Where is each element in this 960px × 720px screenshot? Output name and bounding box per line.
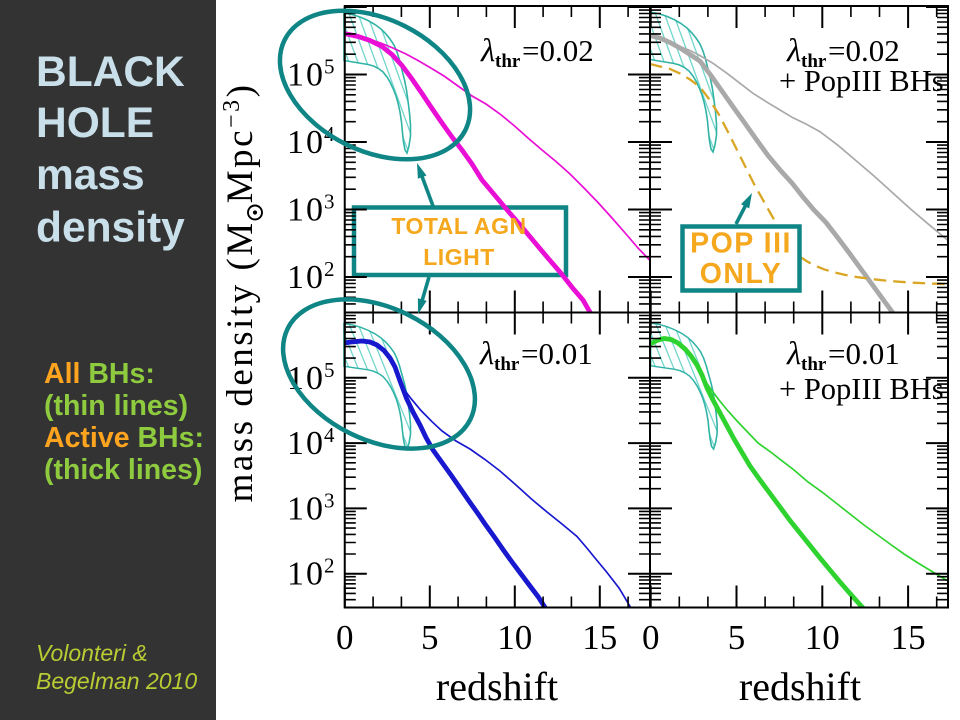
svg-text:+ PopIII BHs: + PopIII BHs [779, 372, 944, 406]
svg-text:0: 0 [336, 618, 354, 657]
svg-text:4: 4 [324, 423, 335, 447]
svg-text:HOLE: HOLE [36, 100, 154, 147]
svg-text:15: 15 [891, 618, 926, 657]
svg-text:thr: thr [801, 354, 827, 375]
svg-text:(thick lines): (thick lines) [44, 454, 202, 486]
svg-text:10: 10 [287, 425, 325, 462]
svg-text:2: 2 [324, 554, 335, 578]
svg-text:10: 10 [497, 618, 532, 657]
svg-text:density: density [36, 204, 185, 251]
svg-text:=0.01: =0.01 [521, 336, 593, 371]
svg-text:TOTAL AGN: TOTAL AGN [391, 213, 526, 239]
svg-text:ONLY: ONLY [700, 258, 783, 290]
svg-text:Begelman 2010: Begelman 2010 [36, 668, 197, 694]
svg-text:LIGHT: LIGHT [423, 244, 495, 270]
svg-text:5: 5 [324, 55, 335, 79]
svg-text:10: 10 [287, 124, 325, 161]
svg-text:10: 10 [287, 490, 325, 527]
svg-text:3: 3 [324, 190, 335, 214]
svg-text:5: 5 [324, 358, 335, 382]
svg-text:15: 15 [582, 618, 617, 657]
svg-text:thr: thr [495, 51, 521, 72]
svg-text:10: 10 [287, 259, 325, 296]
svg-text:10: 10 [287, 556, 325, 593]
svg-text:mass: mass [36, 152, 145, 199]
svg-text:=0.02: =0.02 [828, 33, 900, 68]
svg-text:2: 2 [324, 257, 335, 281]
svg-text:mass density (M Mpc−3): mass density (M Mpc−3) [219, 83, 267, 503]
svg-text:5: 5 [728, 618, 746, 657]
svg-text:λ: λ [786, 33, 801, 69]
svg-text:redshift: redshift [436, 664, 558, 709]
svg-text:10: 10 [287, 192, 325, 229]
svg-text:Active BHs:: Active BHs: [44, 422, 204, 454]
svg-text:=0.01: =0.01 [828, 336, 900, 371]
svg-text:Volonteri &: Volonteri & [36, 640, 148, 666]
svg-text:λ: λ [479, 336, 494, 372]
svg-text:λ: λ [786, 336, 801, 372]
svg-text:+ PopIII BHs: + PopIII BHs [779, 64, 944, 98]
svg-text:All BHs:: All BHs: [44, 358, 155, 390]
svg-text:5: 5 [421, 618, 439, 657]
svg-text:BLACK: BLACK [36, 49, 185, 96]
svg-text:λ: λ [480, 33, 495, 69]
svg-text:redshift: redshift [739, 664, 861, 709]
svg-text:thr: thr [494, 354, 520, 375]
svg-text:10: 10 [287, 57, 325, 94]
svg-text:(thin lines): (thin lines) [44, 390, 188, 422]
svg-text:=0.02: =0.02 [522, 33, 594, 68]
svg-text:POP III: POP III [690, 228, 792, 260]
svg-text:0: 0 [642, 618, 660, 657]
svg-text:3: 3 [324, 488, 335, 512]
svg-text:thr: thr [801, 51, 827, 72]
svg-text:10: 10 [805, 618, 840, 657]
